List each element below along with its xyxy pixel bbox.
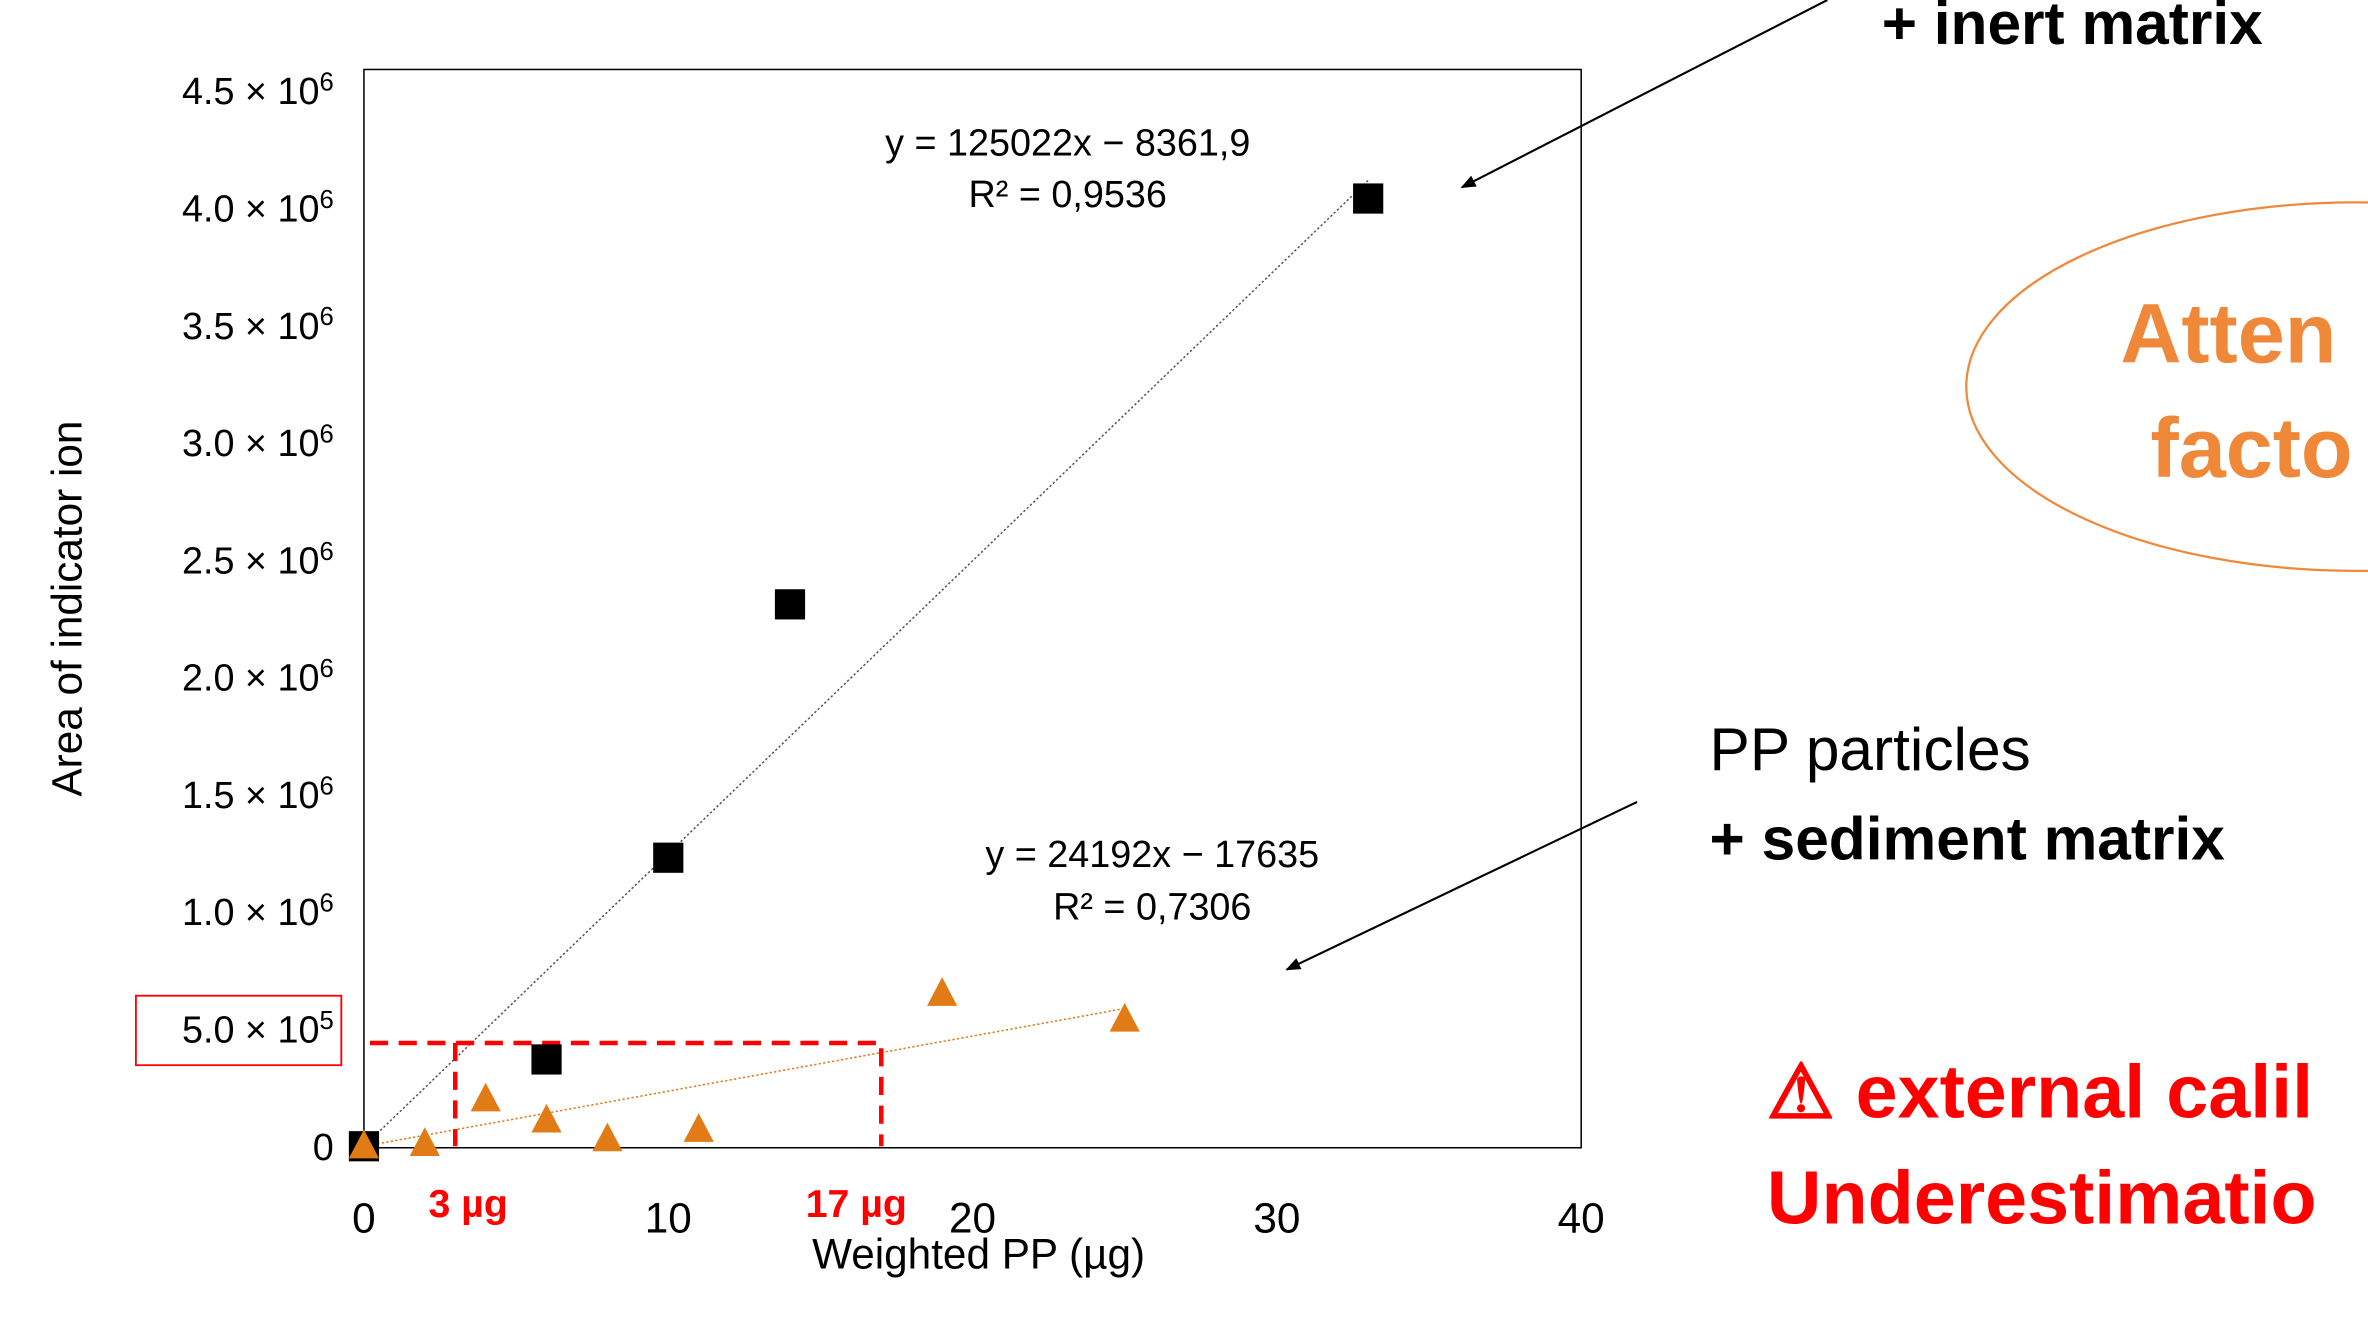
y-axis-label: Area of indicator ion [44,421,91,797]
callout-inert-matrix: + inert matrix [1881,0,2263,58]
callout-pp-particles: PP particles [1709,717,2031,784]
trendline-series-1 [363,1007,1125,1147]
y-tick-label-8: 4.0 × 106 [182,186,334,230]
x-marker-17ug: 17 µg [806,1182,907,1226]
r2-inert: R² = 0,9536 [969,173,1167,215]
data-point-sediment-5 [683,1113,714,1142]
data-point-inert-3 [774,589,806,620]
warning-line2: Underestimatio [1766,1155,2317,1240]
data-point-sediment-2 [470,1082,501,1112]
data-point-sediment-6 [927,977,958,1006]
y-tick-label-5: 2.5 × 106 [182,538,334,582]
y-tick-label-6: 3.0 × 106 [182,420,334,464]
x-tick-label-0: 0 [352,1194,376,1241]
data-point-sediment-3 [531,1103,562,1133]
y-tick-label-1: 5.0 × 105 [182,1007,334,1051]
attenuation-ellipse [1965,201,2368,572]
x-tick-label-3: 30 [1253,1194,1300,1241]
plot-frame [363,68,1582,1149]
y-tick-label-7: 3.5 × 106 [182,303,334,347]
x-tick-label-4: 40 [1558,1194,1605,1241]
data-point-sediment-1 [409,1127,440,1156]
data-point-sediment-4 [592,1122,623,1152]
data-point-inert-2 [653,842,684,873]
highlighted-y-tick-box [135,994,343,1067]
attenuation-label-line2: facto [2150,400,2353,496]
y-tick-label-0: 0 [313,1126,334,1168]
data-point-sediment-7 [1109,1002,1140,1032]
attenuation-label-line1: Atten [2120,285,2337,381]
callout-sediment-matrix: + sediment matrix [1709,806,2225,873]
data-point-inert-1 [531,1044,562,1075]
data-point-inert-4 [1353,183,1384,214]
equation-sediment: y = 24192x − 17635 [985,833,1319,875]
threshold-dashed-line [369,1040,884,1147]
arrow-sediment [1285,800,1638,971]
trendline-series-0 [363,179,1369,1147]
y-tick-label-3: 1.5 × 106 [182,772,334,816]
x-axis-label: Weighted PP (µg) [812,1231,1145,1278]
equation-inert: y = 125022x − 8361,9 [885,122,1250,164]
warning-line1: ⚠ external calil [1766,1049,2314,1135]
y-tick-label-9: 4.5 × 106 [182,69,334,113]
y-tick-label-2: 1.0 × 106 [182,890,334,934]
x-marker-3ug: 3 µg [428,1182,507,1226]
x-tick-label-2: 20 [949,1194,996,1241]
x-tick-label-1: 10 [645,1194,692,1241]
data-point-sediment-0 [348,1129,380,1159]
arrow-inert [1460,0,1828,189]
y-tick-label-4: 2.0 × 106 [182,655,334,699]
r2-sediment: R² = 0,7306 [1053,886,1251,928]
